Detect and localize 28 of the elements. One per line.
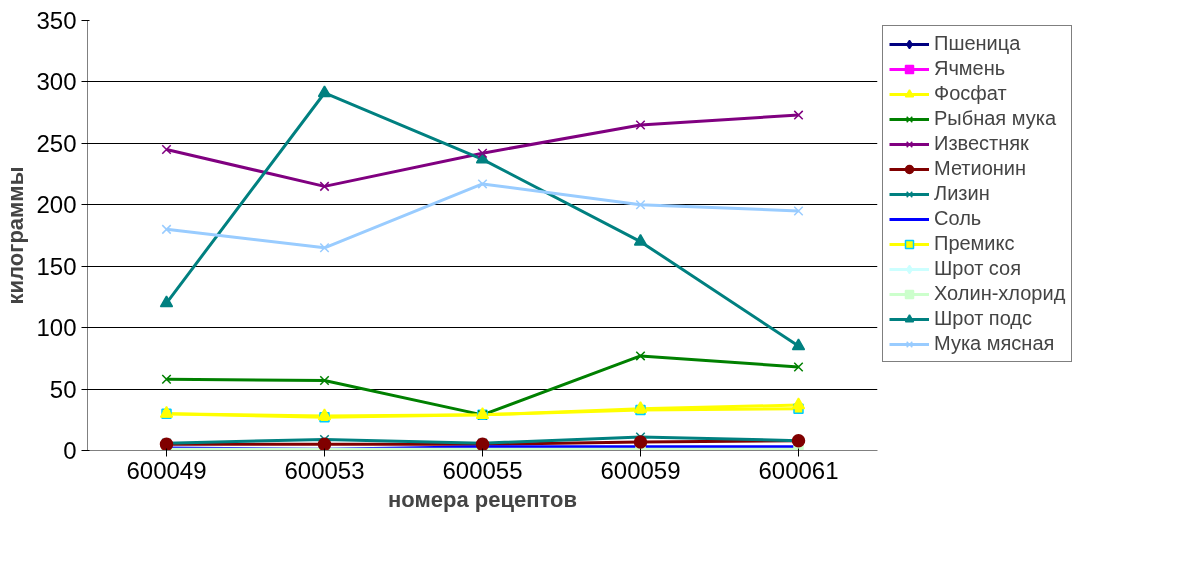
legend-label: Ячмень — [934, 57, 1006, 80]
x-tick-label: 600049 — [126, 456, 207, 484]
x-tick-label: 600061 — [758, 456, 839, 484]
legend-label: Рыбная мука — [934, 107, 1057, 130]
legend-label: Пшеница — [934, 32, 1021, 55]
legend-label: Лизин — [934, 182, 990, 205]
legend-label: Известняк — [934, 132, 1029, 155]
legend-label: Фосфат — [934, 82, 1007, 105]
legend-label: Премикс — [934, 232, 1015, 255]
x-tick-label: 600053 — [284, 456, 365, 484]
x-tick-label: 600055 — [442, 456, 523, 484]
x-tick-label: 600059 — [600, 456, 681, 484]
x-axis-title: номера рецептов — [388, 486, 577, 512]
legend-label: Шрот подс — [934, 307, 1033, 330]
y-tick-label: 0 — [63, 437, 77, 464]
legend-label: Мука мясная — [934, 332, 1055, 355]
y-tick-label: 300 — [36, 68, 77, 96]
legend-label: Соль — [934, 207, 982, 230]
y-tick-label: 250 — [36, 129, 77, 157]
y-tick-label: 350 — [36, 7, 77, 34]
y-axis-title: килограммы — [3, 166, 29, 305]
y-tick-label: 200 — [36, 191, 77, 219]
legend-label: Шрот соя — [934, 257, 1022, 280]
legend-label: Метионин — [934, 157, 1027, 180]
y-tick-label: 100 — [36, 314, 77, 342]
legend-label: Холин-хлорид — [934, 282, 1066, 305]
y-tick-label: 50 — [49, 375, 77, 403]
y-tick-label: 150 — [36, 252, 77, 280]
